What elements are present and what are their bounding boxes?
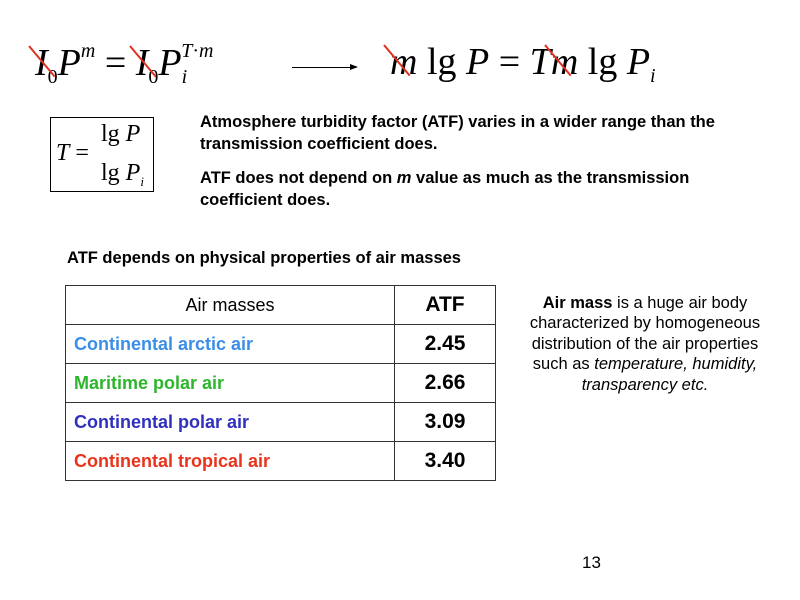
table-row: Continental polar air 3.09	[65, 402, 496, 442]
air-mass-table: Air masses ATF Continental arctic air 2.45…	[65, 285, 496, 481]
table-row: Continental arctic air 2.45	[65, 324, 496, 364]
paragraph-atf-range: Atmosphere turbidity factor (ATF) varies…	[200, 113, 715, 153]
equation-left: I0Pm = I0PiT·m	[35, 40, 214, 88]
air-mass-name: Continental tropical air	[65, 441, 395, 481]
header-air-masses: Air masses	[65, 285, 395, 325]
page-number: 13	[582, 553, 601, 572]
table-row: Maritime polar air 2.66	[65, 363, 496, 403]
equation-right: m lg P = Tm lg Pi	[390, 41, 656, 87]
header-atf: ATF	[394, 285, 496, 325]
definition-text: is a huge air body characterized by homo…	[529, 294, 761, 374]
table-header-row: Air masses ATF	[65, 285, 496, 325]
air-mass-name: Continental polar air	[65, 402, 395, 442]
air-mass-name: Maritime polar air	[65, 363, 395, 403]
table-heading: ATF depends on physical properties of ai…	[67, 249, 461, 267]
atf-value: 2.45	[394, 324, 496, 364]
atf-value: 3.40	[394, 441, 496, 481]
definition-examples: temperature, humidity, transparency etc.	[581, 355, 758, 394]
atf-value: 3.09	[394, 402, 496, 442]
air-mass-name: Continental arctic air	[65, 324, 395, 364]
arrow-icon	[292, 64, 358, 70]
definition-formula: T = lg P lg Pi	[50, 117, 154, 192]
table-row: Continental tropical air 3.40	[65, 441, 496, 481]
atf-value: 2.66	[394, 363, 496, 403]
term: Air mass	[542, 294, 613, 312]
paragraph-atf-m: ATF does not depend on m value as much a…	[200, 169, 690, 209]
air-mass-definition: Air mass is a huge air body characterize…	[525, 293, 765, 395]
